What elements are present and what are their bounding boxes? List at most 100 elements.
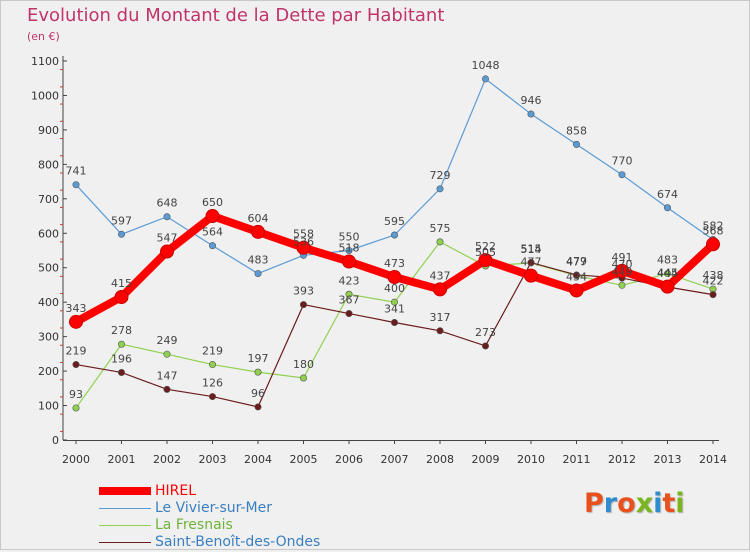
y-tick-label: 600 <box>38 227 59 240</box>
point-la-fresnais <box>118 340 126 348</box>
data-label-hirel: 547 <box>157 232 178 245</box>
point-hirel <box>251 224 265 239</box>
data-label-saint-benoit-des-ondes: 126 <box>202 377 223 390</box>
data-label-saint-benoit-des-ondes: 515 <box>521 243 542 256</box>
data-label-hirel: 343 <box>66 302 87 315</box>
logo-letter: i <box>653 488 663 519</box>
point-le-vivier-sur-mer <box>527 110 535 118</box>
y-tick-label: 800 <box>38 158 59 171</box>
y-tick-label: 200 <box>38 365 59 378</box>
data-label-le-vivier-sur-mer: 741 <box>66 165 87 178</box>
x-tick-label: 2014 <box>699 453 727 466</box>
point-saint-benoit-des-ondes <box>118 368 126 376</box>
point-la-fresnais <box>390 298 398 306</box>
data-label-le-vivier-sur-mer: 536 <box>293 235 314 248</box>
y-tick-label: 0 <box>52 434 59 447</box>
legend-label-hirel: HIREL <box>155 483 197 499</box>
data-label-le-vivier-sur-mer: 946 <box>521 94 542 107</box>
point-saint-benoit-des-ondes <box>299 301 307 309</box>
data-label-le-vivier-sur-mer: 770 <box>612 155 633 168</box>
point-la-fresnais <box>254 368 262 376</box>
legend-label-la-fresnais: La Fresnais <box>155 517 233 533</box>
data-label-saint-benoit-des-ondes: 196 <box>111 352 132 365</box>
data-label-la-fresnais: 219 <box>202 345 223 358</box>
x-tick-label: 2012 <box>608 453 636 466</box>
point-saint-benoit-des-ondes <box>209 393 217 401</box>
y-tick-label: 300 <box>38 331 59 344</box>
legend-swatch-la-fresnais <box>99 525 151 526</box>
point-hirel <box>114 290 129 305</box>
y-tick-label: 1100 <box>31 55 59 68</box>
point-la-fresnais <box>436 238 444 246</box>
data-label-la-fresnais: 249 <box>157 334 178 347</box>
point-hirel <box>69 314 83 329</box>
x-tick-label: 2009 <box>472 453 500 466</box>
logo-letter: i <box>675 488 685 519</box>
data-label-hirel: 437 <box>430 269 451 282</box>
point-la-fresnais <box>663 270 671 278</box>
x-tick-label: 2006 <box>335 453 363 466</box>
logo-letter: o <box>617 488 636 519</box>
point-saint-benoit-des-ondes <box>572 271 580 279</box>
data-label-hirel: 518 <box>339 242 360 255</box>
data-label-hirel: 473 <box>384 257 405 270</box>
y-tick-label: 500 <box>38 262 59 275</box>
point-la-fresnais <box>209 361 217 369</box>
chart-unit: (en €) <box>27 30 60 43</box>
legend-swatch-le-vivier-sur-mer <box>99 508 151 509</box>
data-labels-layer: 741 597 648 564 483 536 550 595 729 1048 946 858 770… <box>66 59 724 401</box>
data-label-hirel: 650 <box>202 196 223 209</box>
data-label-saint-benoit-des-ondes: 444 <box>657 267 678 280</box>
logo-letter: t <box>662 488 676 519</box>
point-le-vivier-sur-mer <box>663 204 671 212</box>
point-la-fresnais <box>618 281 626 289</box>
data-label-la-fresnais: 575 <box>430 222 451 235</box>
legend-label-saint-benoit-des-ondes: Saint-Benoît-des-Ondes <box>155 534 321 550</box>
point-le-vivier-sur-mer <box>254 270 262 278</box>
x-tick-label: 2010 <box>517 453 545 466</box>
data-label-la-fresnais: 505 <box>475 246 496 259</box>
point-le-vivier-sur-mer <box>572 140 580 148</box>
data-label-hirel: 604 <box>248 212 269 225</box>
data-label-saint-benoit-des-ondes: 470 <box>612 258 633 271</box>
point-le-vivier-sur-mer <box>118 230 126 238</box>
y-tick-label: 1000 <box>31 89 59 102</box>
data-label-le-vivier-sur-mer: 648 <box>157 197 178 210</box>
point-le-vivier-sur-mer <box>390 231 398 239</box>
point-saint-benoit-des-ondes <box>72 361 80 369</box>
point-hirel <box>205 209 220 224</box>
point-saint-benoit-des-ondes <box>163 385 171 393</box>
data-label-saint-benoit-des-ondes: 422 <box>703 275 724 288</box>
data-label-le-vivier-sur-mer: 597 <box>111 214 132 227</box>
point-le-vivier-sur-mer <box>481 75 489 83</box>
point-saint-benoit-des-ondes <box>436 327 444 335</box>
x-tick-label: 2002 <box>153 453 181 466</box>
data-label-la-fresnais: 400 <box>384 282 405 295</box>
data-label-saint-benoit-des-ondes: 479 <box>566 255 587 268</box>
x-tick-label: 2003 <box>199 453 227 466</box>
data-label-saint-benoit-des-ondes: 273 <box>475 326 496 339</box>
data-label-le-vivier-sur-mer: 858 <box>566 124 587 137</box>
data-label-le-vivier-sur-mer: 550 <box>339 231 360 244</box>
point-la-fresnais <box>72 404 80 412</box>
data-label-la-fresnais: 180 <box>293 358 314 371</box>
point-hirel <box>660 279 675 294</box>
data-label-hirel: 558 <box>293 228 314 241</box>
x-tick-label: 2000 <box>62 453 90 466</box>
point-hirel <box>478 253 493 268</box>
legend-label-le-vivier-sur-mer: Le Vivier-sur-Mer <box>155 500 273 516</box>
data-label-le-vivier-sur-mer: 729 <box>430 169 451 182</box>
data-label-saint-benoit-des-ondes: 147 <box>157 369 178 382</box>
data-label-la-fresnais: 438 <box>703 269 724 282</box>
point-hirel <box>342 254 356 269</box>
point-la-fresnais <box>345 290 353 298</box>
proxiti-logo: Proxiti <box>584 488 685 519</box>
data-label-hirel: 445 <box>657 267 678 280</box>
point-saint-benoit-des-ondes <box>709 291 717 299</box>
logo-letter: x <box>635 488 654 519</box>
y-tick-label: 100 <box>38 400 59 413</box>
point-le-vivier-sur-mer <box>436 185 444 193</box>
point-la-fresnais <box>299 374 307 382</box>
y-tick-label: 900 <box>38 124 59 137</box>
data-label-saint-benoit-des-ondes: 367 <box>339 294 360 307</box>
